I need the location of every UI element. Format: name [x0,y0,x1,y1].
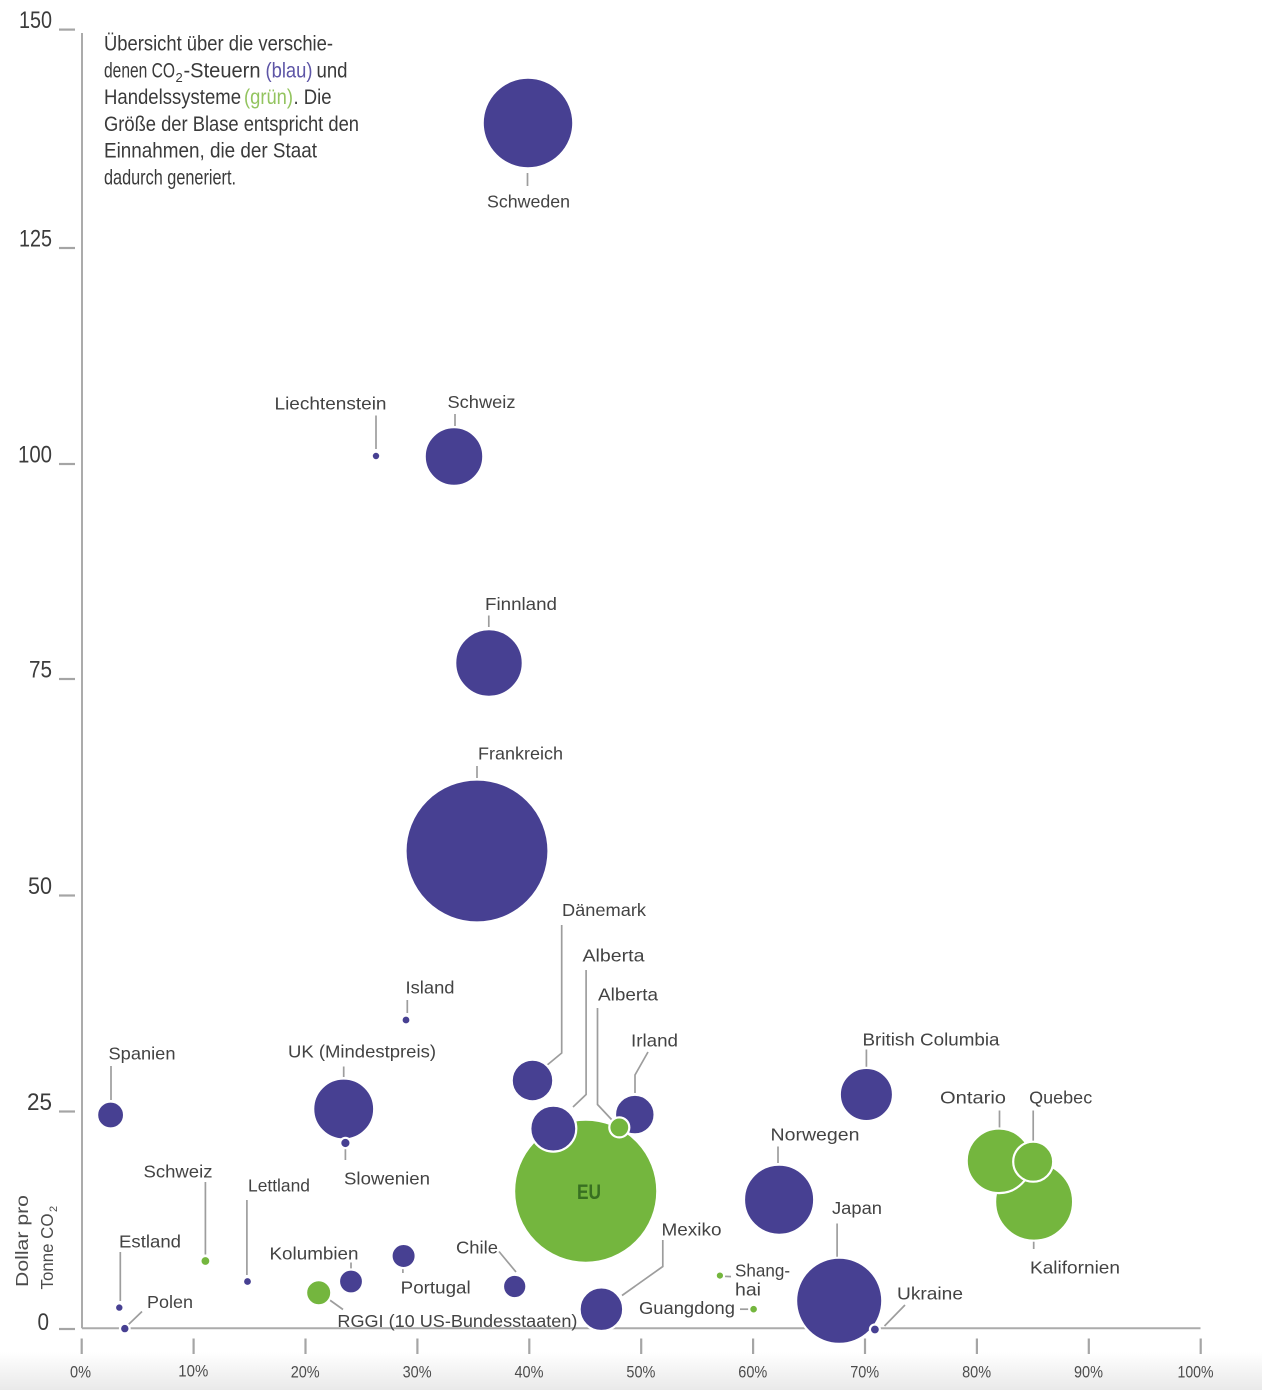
svg-text:25: 25 [27,1089,52,1116]
svg-text:Alberta: Alberta [598,985,658,1005]
svg-text:50%: 50% [626,1363,655,1382]
svg-text:(blau): (blau) [266,59,313,82]
svg-text:EU: EU [577,1181,601,1204]
svg-text:Alberta: Alberta [583,946,645,966]
svg-text:Portugal: Portugal [401,1278,471,1298]
svg-text:Handelssysteme: Handelssysteme [104,86,241,109]
svg-text:Schweden: Schweden [487,192,570,212]
svg-text:RGGI (10 US-Bundesstaaten): RGGI (10 US-Bundesstaaten) [337,1311,577,1331]
svg-text:Dänemark: Dänemark [562,900,646,920]
svg-text:2: 2 [48,1206,60,1212]
svg-text:-Steuern: -Steuern [184,59,261,82]
svg-text:Norwegen: Norwegen [771,1125,860,1145]
svg-text:Finnland: Finnland [485,594,557,614]
svg-text:Kalifornien: Kalifornien [1030,1258,1120,1278]
svg-text:150: 150 [19,7,52,34]
svg-text:Frankreich: Frankreich [478,744,563,764]
svg-text:50: 50 [28,873,52,900]
svg-text:Island: Island [406,978,455,998]
svg-text:40%: 40% [515,1363,544,1382]
svg-text:70%: 70% [850,1363,879,1382]
svg-text:. Die: . Die [294,86,332,109]
svg-text:Einnahmen, die der Staat: Einnahmen, die der Staat [104,140,317,163]
svg-text:Quebec: Quebec [1029,1088,1092,1108]
svg-text:Schweiz: Schweiz [448,392,516,412]
svg-text:125: 125 [19,226,52,253]
svg-text:0: 0 [38,1309,50,1336]
svg-text:Dollar pro: Dollar pro [12,1195,32,1287]
svg-text:Guangdong: Guangdong [639,1298,735,1318]
svg-text:hai: hai [735,1280,761,1300]
svg-text:Slowenien: Slowenien [344,1169,430,1189]
svg-text:80%: 80% [962,1363,991,1382]
svg-text:2: 2 [176,70,183,85]
svg-text:Ontario: Ontario [940,1088,1006,1108]
svg-text:Chile: Chile [456,1238,498,1258]
svg-text:100: 100 [18,442,52,469]
svg-text:90%: 90% [1074,1363,1103,1382]
svg-text:dadurch generiert.: dadurch generiert. [104,167,236,190]
svg-text:Shang-: Shang- [735,1261,790,1281]
svg-text:30%: 30% [403,1363,432,1382]
svg-text:Größe der Blase entspricht den: Größe der Blase entspricht den [104,113,359,136]
svg-text:UK (Mindestpreis): UK (Mindestpreis) [288,1042,436,1062]
svg-text:Japan: Japan [832,1198,882,1218]
svg-text:75: 75 [29,657,52,684]
svg-text:(grün): (grün) [244,86,293,109]
svg-text:Schweiz: Schweiz [144,1162,213,1182]
svg-text:Lettland: Lettland [248,1176,310,1196]
svg-text:Spanien: Spanien [109,1044,176,1064]
svg-text:Übersicht über die verschie-: Übersicht über die verschie- [104,33,333,56]
svg-text:10%: 10% [178,1362,208,1381]
svg-text:100%: 100% [1178,1363,1214,1382]
svg-text:Tonne CO: Tonne CO [37,1214,57,1290]
svg-text:Estland: Estland [119,1232,181,1252]
svg-text:und: und [317,59,348,82]
svg-text:Polen: Polen [147,1292,193,1312]
svg-text:Mexiko: Mexiko [662,1220,722,1240]
svg-text:Irland: Irland [631,1031,678,1051]
svg-text:Liechtenstein: Liechtenstein [275,394,387,414]
svg-text:0%: 0% [70,1363,91,1382]
svg-text:60%: 60% [738,1363,767,1382]
svg-text:20%: 20% [291,1363,320,1382]
svg-text:British Columbia: British Columbia [863,1030,1000,1050]
svg-text:Ukraine: Ukraine [897,1284,963,1304]
svg-text:Kolumbien: Kolumbien [270,1244,359,1264]
svg-text:denen CO: denen CO [104,59,175,82]
